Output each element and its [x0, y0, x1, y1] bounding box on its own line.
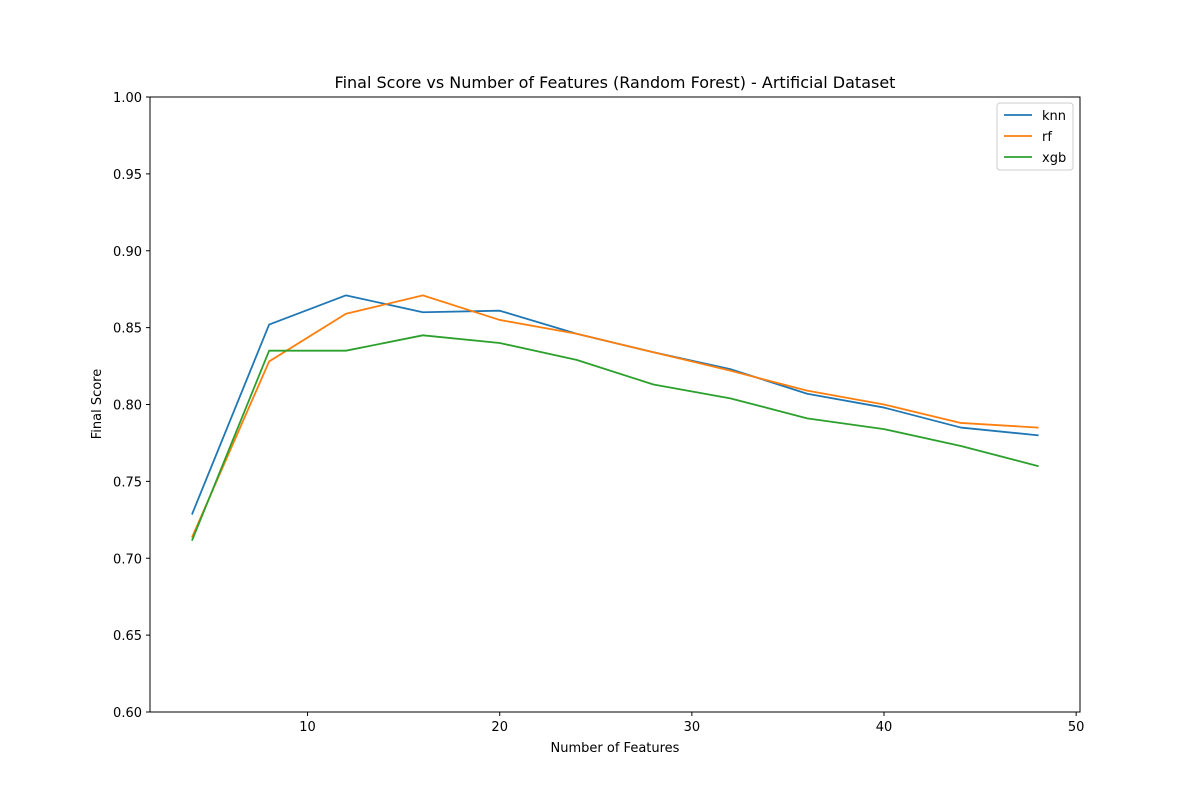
y-tick-label: 0.75: [113, 475, 142, 490]
y-tick-label: 1.00: [113, 91, 142, 106]
legend-label-xgb: xgb: [1042, 151, 1066, 166]
legend-label-knn: knn: [1042, 109, 1066, 124]
legend: knn rf xgb: [996, 102, 1074, 171]
series-line-rf: [191, 294, 1039, 538]
plot-area: 0.60 0.65 0.70 0.75 0.80 0.85 0.90 0.95 1.00 10 20…: [113, 91, 1084, 735]
x-tick-label: 40: [876, 720, 893, 735]
plot-frame: [149, 96, 1081, 713]
y-tick-label: 0.90: [113, 245, 142, 260]
x-tick-label: 30: [684, 720, 701, 735]
x-tick-label: 20: [491, 720, 508, 735]
legend-label-rf: rf: [1042, 130, 1052, 145]
y-tick-label: 0.70: [113, 552, 142, 567]
series-line-xgb: [191, 334, 1039, 541]
legend-box: [996, 102, 1074, 171]
y-tick-label: 0.80: [113, 399, 142, 414]
x-tick-label: 50: [1068, 720, 1085, 735]
y-tick-label: 0.65: [113, 629, 142, 644]
x-tick-label: 10: [299, 720, 316, 735]
y-tick-label: 0.85: [113, 322, 142, 337]
y-tick-label: 0.60: [113, 706, 142, 721]
y-tick-label: 0.95: [113, 168, 142, 183]
y-axis-title: Final Score: [90, 369, 105, 440]
x-axis-title: Number of Features: [551, 741, 680, 756]
chart-title: Final Score vs Number of Features (Rando…: [335, 73, 896, 92]
